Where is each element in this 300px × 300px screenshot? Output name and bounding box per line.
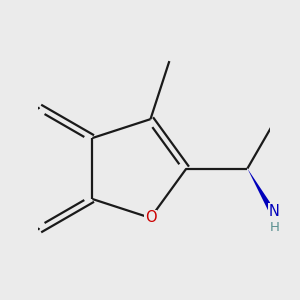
Text: H: H [269, 221, 279, 234]
Text: N: N [269, 204, 280, 219]
Text: O: O [145, 210, 156, 225]
Polygon shape [248, 169, 277, 217]
